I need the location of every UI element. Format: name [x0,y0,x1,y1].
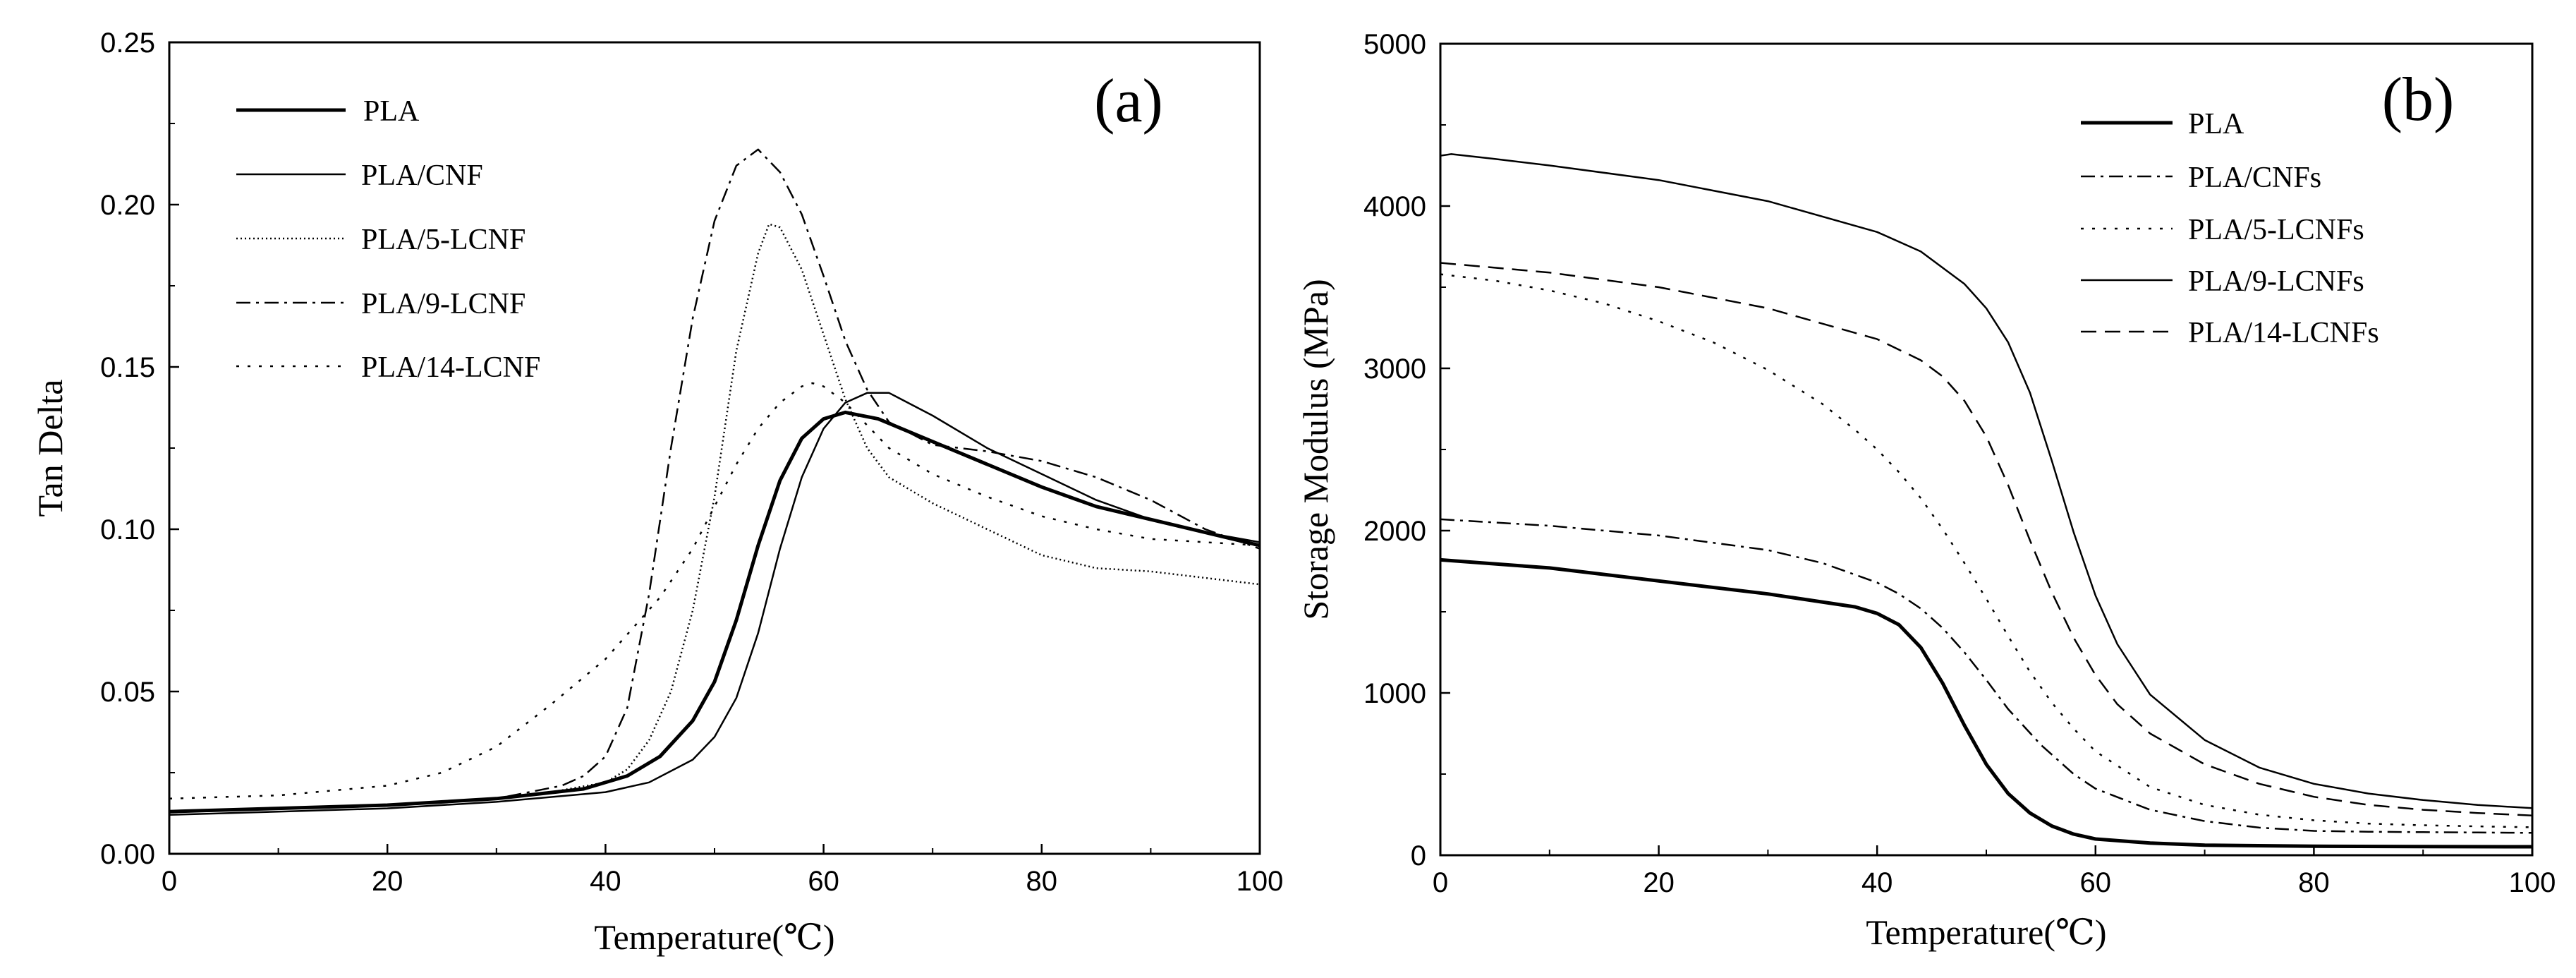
legend-label-pla-cnf: PLA/CNF [361,159,483,192]
panel-b-series [1440,153,2533,849]
panel-b-x-axis-title: Temperature(℃) [1866,912,2106,952]
legend-label-pla-5-lcnfs: PLA/5-LCNFs [2188,214,2364,246]
x-tick-label: 20 [1643,867,1675,898]
y-tick-label: 0.05 [100,677,155,708]
series-line-pla-14-lcnf [169,382,1260,800]
legend-entry-pla-14-lcnf: PLA/14-LCNF [236,351,540,384]
panel-a-x-axis: 0 20 40 60 80 100 [162,844,1284,897]
x-tick-label: 40 [1861,867,1893,898]
legend-label-pla: PLA [363,95,420,128]
legend-label-pla: PLA [2188,108,2244,140]
x-tick-label: 60 [808,866,839,897]
panel-b-plot-frame [1439,42,2534,857]
panel-a-tan-delta: 0 20 40 60 80 100 0.00 0.05 0.10 0.15 0.20 0.25 (a… [30,28,1283,957]
legend-entry-pla-cnfs: PLA/CNFs [2081,162,2321,194]
panel-a-legend: PLA PLA/CNF PLA/5-LCNF PLA/9-LCNF PLA/14… [236,95,540,384]
panel-b-legend: PLA PLA/CNFs PLA/5-LCNFs PLA/9-LCNFs PLA… [2081,108,2379,349]
y-tick-label: 0.10 [100,514,155,545]
panel-a-plot-frame [168,41,1261,855]
panel-b-x-axis: 0 20 40 60 80 100 [1433,845,2556,898]
x-tick-label: 60 [2080,867,2112,898]
series-line-pla-cnfs [1440,518,2533,834]
x-tick-label: 0 [162,866,177,897]
panel-a-label: (a) [1094,67,1163,135]
panel-a-series [169,148,1260,816]
legend-entry-pla-cnf: PLA/CNF [236,159,483,192]
legend-entry-pla: PLA [2081,108,2244,140]
panel-a-x-axis-title: Temperature(℃) [594,917,834,957]
series-line-pla [169,410,1260,814]
x-tick-label: 100 [1237,866,1284,897]
series-line-pla-9-lcnf [169,148,1260,813]
y-tick-label: 4000 [1363,191,1426,222]
panel-b-y-axis-title: Storage Modulus (MPa) [1296,279,1335,620]
legend-entry-pla-14-lcnfs: PLA/14-LCNFs [2081,317,2379,349]
series-line-pla-5-lcnfs [1440,273,2533,828]
series-line-pla-5-lcnf [169,223,1260,813]
y-tick-label: 0.00 [100,839,155,870]
y-tick-label: 0 [1411,840,1426,871]
x-tick-label: 20 [372,866,403,897]
y-tick-label: 0.20 [100,190,155,221]
legend-entry-pla-5-lcnfs: PLA/5-LCNFs [2081,214,2364,246]
series-line-pla-14-lcnfs [1440,262,2533,816]
x-tick-label: 80 [2298,867,2330,898]
y-tick-label: 3000 [1363,354,1426,385]
legend-label-pla-5-lcnf: PLA/5-LCNF [361,224,525,256]
panel-b-y-axis: 0 1000 2000 3000 4000 5000 [1363,29,1450,871]
x-tick-label: 100 [2509,867,2556,898]
panel-b-label: (b) [2382,66,2455,134]
y-tick-label: 0.25 [100,28,155,59]
x-tick-label: 40 [590,866,621,897]
y-tick-label: 5000 [1363,29,1426,60]
series-line-pla-cnf [169,392,1260,816]
legend-entry-pla: PLA [236,95,420,128]
panel-b-storage-modulus: 0 20 40 60 80 100 0 1000 2000 3000 4000 5000 (b) T… [1296,29,2556,952]
legend-label-pla-9-lcnfs: PLA/9-LCNFs [2188,265,2364,298]
y-tick-label: 1000 [1363,678,1426,709]
panel-a-y-axis-title: Tan Delta [30,379,70,517]
legend-entry-pla-5-lcnf: PLA/5-LCNF [236,224,525,256]
legend-label-pla-14-lcnf: PLA/14-LCNF [361,351,540,384]
x-tick-label: 80 [1026,866,1058,897]
legend-entry-pla-9-lcnfs: PLA/9-LCNFs [2081,265,2364,298]
x-tick-label: 0 [1433,867,1448,898]
series-line-pla-9-lcnfs [1440,153,2533,809]
legend-label-pla-cnfs: PLA/CNFs [2188,162,2321,194]
legend-entry-pla-9-lcnf: PLA/9-LCNF [236,288,525,320]
y-tick-label: 2000 [1363,516,1426,547]
y-tick-label: 0.15 [100,352,155,383]
series-line-pla [1440,557,2533,849]
legend-label-pla-14-lcnfs: PLA/14-LCNFs [2188,317,2379,349]
legend-label-pla-9-lcnf: PLA/9-LCNF [361,288,525,320]
panel-a-y-axis: 0.00 0.05 0.10 0.15 0.20 0.25 [100,28,179,870]
